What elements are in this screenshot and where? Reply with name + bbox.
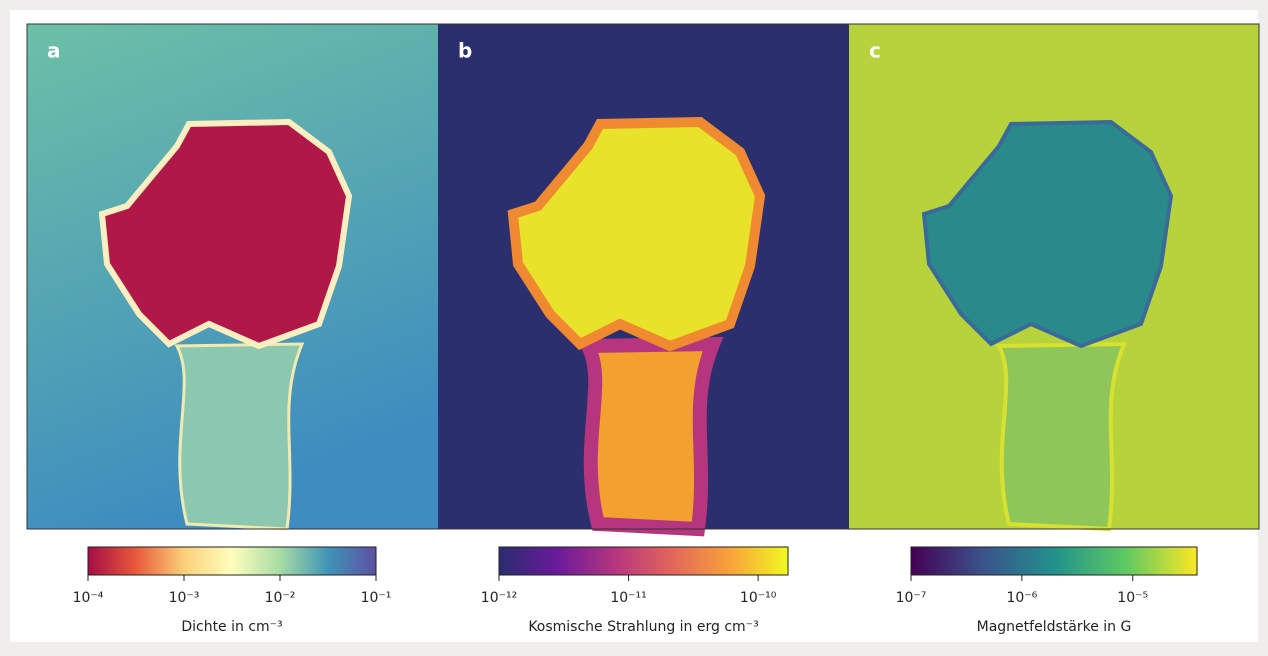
- panel-a-image: [27, 24, 438, 529]
- colorbar-tick-label: 10⁻⁶: [1006, 590, 1037, 606]
- colorbar-tick-label: 10⁻⁴: [73, 590, 104, 606]
- colorbar-tick-label: 10⁻¹²: [481, 590, 517, 606]
- colorbar: [88, 547, 376, 575]
- colorbar: [911, 547, 1197, 575]
- colorbar-label: Magnetfeldstärke in G: [977, 619, 1132, 635]
- panel-c-image: [849, 24, 1259, 529]
- colorbar-tick-label: 10⁻⁷: [896, 590, 927, 606]
- panel-label: b: [458, 39, 472, 63]
- colorbar: [499, 547, 788, 575]
- figure: a 10⁻⁴ 10⁻³ 10⁻² 10⁻¹ Dichte in cm⁻³ b 10⁻¹² 10⁻…: [0, 0, 1268, 652]
- colorbar-tick-label: 10⁻³: [169, 590, 200, 606]
- colorbar-tick-label: 10⁻¹¹: [610, 590, 646, 606]
- panel-label: a: [47, 39, 61, 63]
- panel-label: c: [869, 39, 881, 63]
- colorbar-label: Kosmische Strahlung in erg cm⁻³: [528, 619, 758, 635]
- colorbar-tick-label: 10⁻⁵: [1117, 590, 1148, 606]
- colorbar-tick-label: 10⁻²: [265, 590, 296, 606]
- colorbar-tick-label: 10⁻¹⁰: [740, 590, 777, 606]
- colorbar-tick-label: 10⁻¹: [361, 590, 392, 606]
- panel-b-image: [438, 24, 849, 529]
- colorbar-label: Dichte in cm⁻³: [181, 619, 282, 635]
